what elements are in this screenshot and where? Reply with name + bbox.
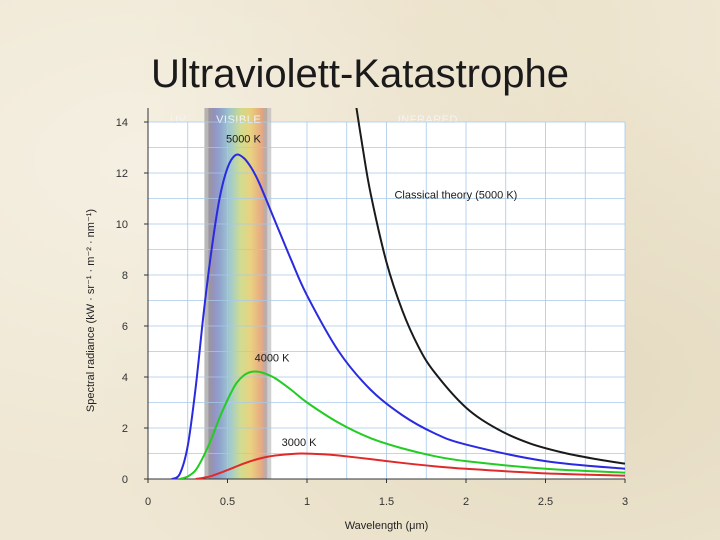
y-tick-label: 8 bbox=[122, 270, 128, 282]
y-tick-label: 14 bbox=[116, 117, 128, 129]
y-axis-title: Spectral radiance (kW · sr⁻¹ · m⁻² · nm⁻… bbox=[85, 209, 97, 412]
y-tick-label: 0 bbox=[122, 474, 128, 486]
series-label-5000-k: 5000 K bbox=[226, 133, 262, 145]
x-tick-label: 2 bbox=[463, 496, 469, 508]
spectral-radiance-chart: UV VISIBLE INFRARED 0 0.5 1 1.5 2 2.5 3024681012… bbox=[85, 108, 628, 532]
series-label-3000-k: 3000 K bbox=[282, 437, 318, 449]
series-label-classical-theory-5000-k: Classical theory (5000 K) bbox=[394, 190, 517, 202]
x-tick-label: 1 bbox=[304, 496, 310, 508]
x-tick-label: 3 bbox=[622, 496, 628, 508]
series-line-classical-theory-5000-k bbox=[355, 108, 625, 465]
x-tick-label: 2.5 bbox=[538, 496, 553, 508]
region-label-uv: UV bbox=[170, 114, 186, 126]
series-line-5000-k bbox=[171, 153, 625, 479]
y-tick-label: 12 bbox=[116, 168, 128, 180]
y-tick-label: 10 bbox=[116, 219, 128, 231]
slide-title: Ultraviolett-Katastrophe bbox=[151, 52, 569, 96]
x-axis-title: Wavelength (μm) bbox=[345, 520, 429, 532]
visible-band-edge-left bbox=[204, 108, 213, 479]
y-tick-label: 6 bbox=[122, 321, 128, 333]
series-line-3000-k bbox=[195, 452, 625, 479]
x-tick-label: 0 bbox=[145, 496, 151, 508]
y-tick-label: 4 bbox=[122, 372, 128, 384]
x-tick-label: 1.5 bbox=[379, 496, 394, 508]
region-label-infrared: INFRARED bbox=[398, 114, 458, 126]
series-line-4000-k bbox=[179, 370, 625, 479]
visible-spectrum-band bbox=[208, 108, 268, 479]
x-tick-label: 0.5 bbox=[220, 496, 235, 508]
chart-container: UV VISIBLE INFRARED 0 0.5 1 1.5 2 2.5 3 0 2 4 6 8 10 12… bbox=[80, 108, 640, 540]
y-tick-label: 2 bbox=[122, 423, 128, 435]
series-label-4000-k: 4000 K bbox=[255, 353, 291, 365]
